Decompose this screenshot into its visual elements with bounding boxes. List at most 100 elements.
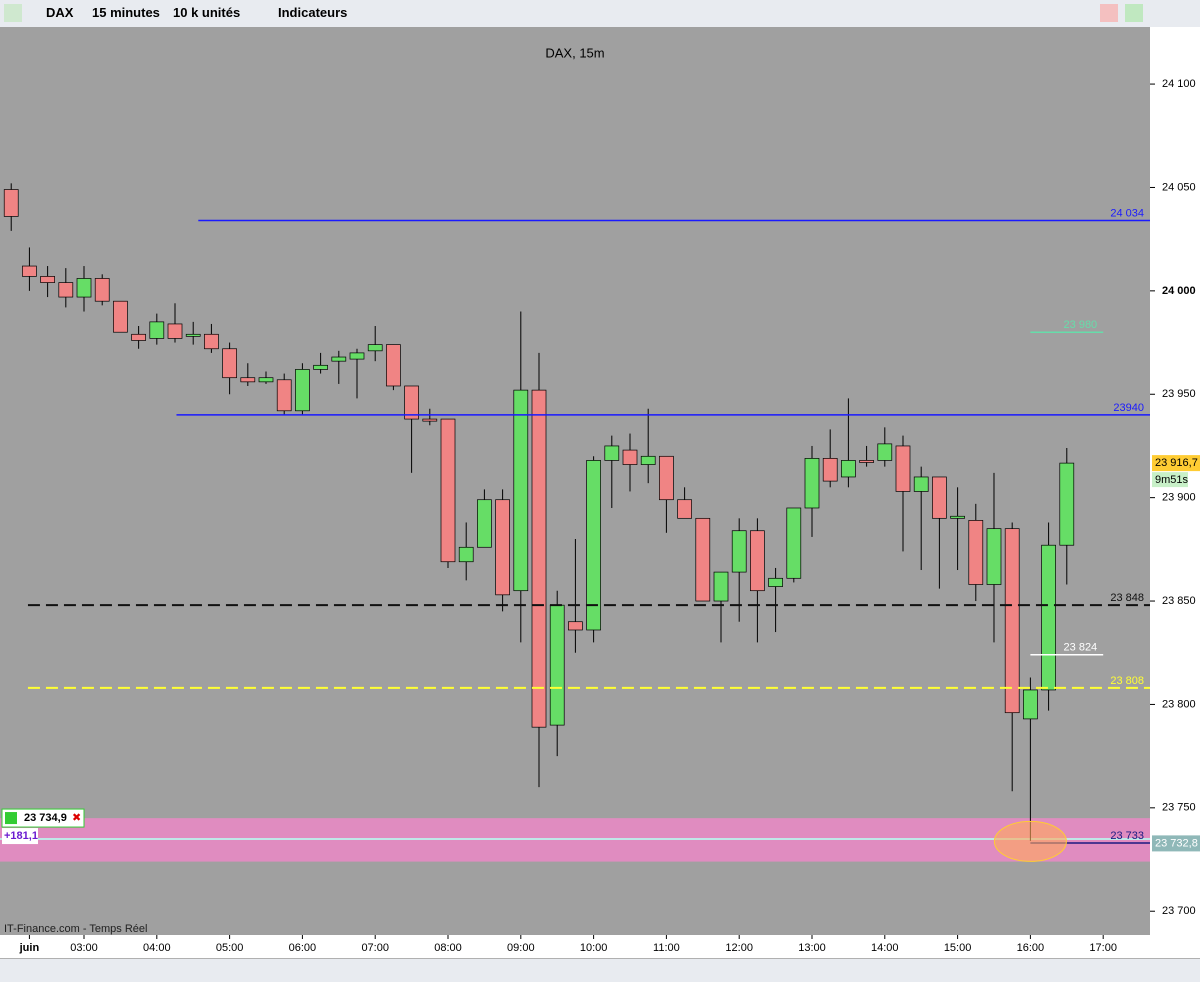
candle-body — [950, 515, 965, 519]
y-tick-label: 23 800 — [1162, 698, 1196, 710]
candle-body — [276, 379, 292, 412]
candle-body — [204, 333, 219, 350]
level-label: 23 848 — [1110, 592, 1144, 604]
pnl: +181,1 — [4, 830, 38, 842]
candle-body — [895, 445, 911, 492]
candle-body — [185, 333, 201, 337]
candle-body — [604, 445, 620, 461]
position-icon — [5, 812, 17, 825]
last-price-label: 23 916,7 — [1155, 457, 1198, 469]
bid-price-label: 23 732,8 — [1155, 837, 1198, 849]
candle-body — [731, 530, 747, 573]
candle-body — [40, 276, 55, 283]
candle-body — [768, 577, 783, 587]
level-label: 23 980 — [1064, 319, 1098, 331]
icon[interactable] — [4, 4, 22, 22]
indicators-button[interactable]: Indicateurs — [278, 5, 348, 20]
chart-title: DAX, 15m — [545, 45, 604, 60]
chart: DAX, 15m IT-Finance.com - Temps Réel 23 … — [0, 27, 1200, 958]
candle-body — [149, 321, 165, 339]
x-tick-label: 15:00 — [944, 942, 972, 954]
candle-body — [913, 476, 929, 492]
candle-body — [295, 369, 310, 412]
candle-body — [404, 385, 419, 420]
candle-body — [822, 458, 838, 482]
level-label: 23 733 — [1110, 830, 1144, 842]
y-tick-label: 24 000 — [1162, 285, 1196, 297]
candle-body — [531, 389, 547, 728]
toolbar: DAX 15 minutes 10 k unités Indicateurs — [0, 0, 1200, 28]
level-label: 23940 — [1113, 402, 1144, 414]
y-tick-label: 23 700 — [1162, 905, 1196, 917]
x-tick-label: 04:00 — [143, 942, 171, 954]
x-tick-label: 05:00 — [216, 942, 244, 954]
candle-body — [713, 571, 729, 602]
level-label: 24 034 — [1110, 207, 1144, 219]
candle-body — [622, 449, 638, 465]
x-tick-label: juin — [19, 942, 40, 954]
candle-body — [841, 460, 856, 478]
icon[interactable] — [1125, 4, 1143, 22]
candle-body — [22, 265, 37, 277]
candle-body — [1041, 544, 1056, 691]
x-tick-label: 16:00 — [1017, 942, 1045, 954]
candle-body — [804, 458, 820, 509]
y-tick-label: 24 050 — [1162, 181, 1196, 193]
candle-body — [859, 460, 874, 463]
candle-body — [3, 189, 19, 217]
price-axis — [1150, 27, 1200, 958]
highlight — [993, 820, 1067, 862]
candle-body — [513, 389, 529, 592]
candle-body — [695, 517, 711, 602]
level-label: 23 808 — [1110, 675, 1144, 687]
candle-body — [131, 333, 146, 341]
candle-body — [1023, 689, 1038, 720]
candle-body — [258, 377, 274, 383]
candle-body — [549, 604, 565, 726]
y-tick-label: 23 750 — [1162, 802, 1196, 814]
candle-body — [932, 476, 947, 519]
x-tick-label: 11:00 — [653, 942, 680, 954]
candle-body — [440, 418, 456, 563]
y-tick-label: 23 900 — [1162, 492, 1196, 504]
x-tick-label: 03:00 — [70, 942, 98, 954]
candle-body — [167, 323, 183, 339]
candle-body — [94, 278, 110, 302]
candle-body — [495, 499, 510, 596]
countdown: 9m51s — [1155, 474, 1189, 486]
position-box — [1, 808, 85, 828]
close-icon: ✖ — [72, 812, 81, 824]
candle-body — [968, 520, 984, 585]
candle-body — [586, 460, 601, 631]
candle-body — [331, 356, 347, 362]
candle-body — [313, 364, 328, 370]
size-select[interactable]: 10 k unités — [173, 5, 241, 20]
icon[interactable] — [1100, 4, 1118, 22]
last-price — [1152, 455, 1200, 472]
x-tick-label: 10:00 — [580, 942, 608, 954]
x-tick-label: 07:00 — [361, 942, 389, 954]
candle-body — [458, 546, 474, 563]
x-tick-label: 12:00 — [725, 942, 753, 954]
bottom-toolbar — [0, 958, 1200, 982]
x-tick-label: 13:00 — [798, 942, 826, 954]
candle-body — [240, 377, 256, 383]
candle-body — [76, 278, 92, 298]
candle-body — [877, 443, 893, 461]
candle-body — [786, 507, 802, 579]
bid-price — [1152, 835, 1200, 852]
plot-area — [0, 27, 1150, 935]
candle-body — [386, 344, 401, 387]
x-tick-label: 17:00 — [1089, 942, 1117, 954]
pnl-box — [2, 828, 38, 845]
position-label: 23 734,9 — [24, 812, 67, 824]
x-tick-label: 06:00 — [289, 942, 317, 954]
candle-body — [222, 348, 237, 379]
candle-body — [1059, 462, 1075, 546]
instrument-select[interactable]: DAX — [46, 5, 74, 20]
source: IT-Finance.com - Temps Réel — [4, 923, 147, 935]
y-tick-label: 24 100 — [1162, 78, 1196, 90]
candle-body — [58, 282, 74, 298]
timeframe-select[interactable]: 15 minutes — [92, 5, 160, 20]
